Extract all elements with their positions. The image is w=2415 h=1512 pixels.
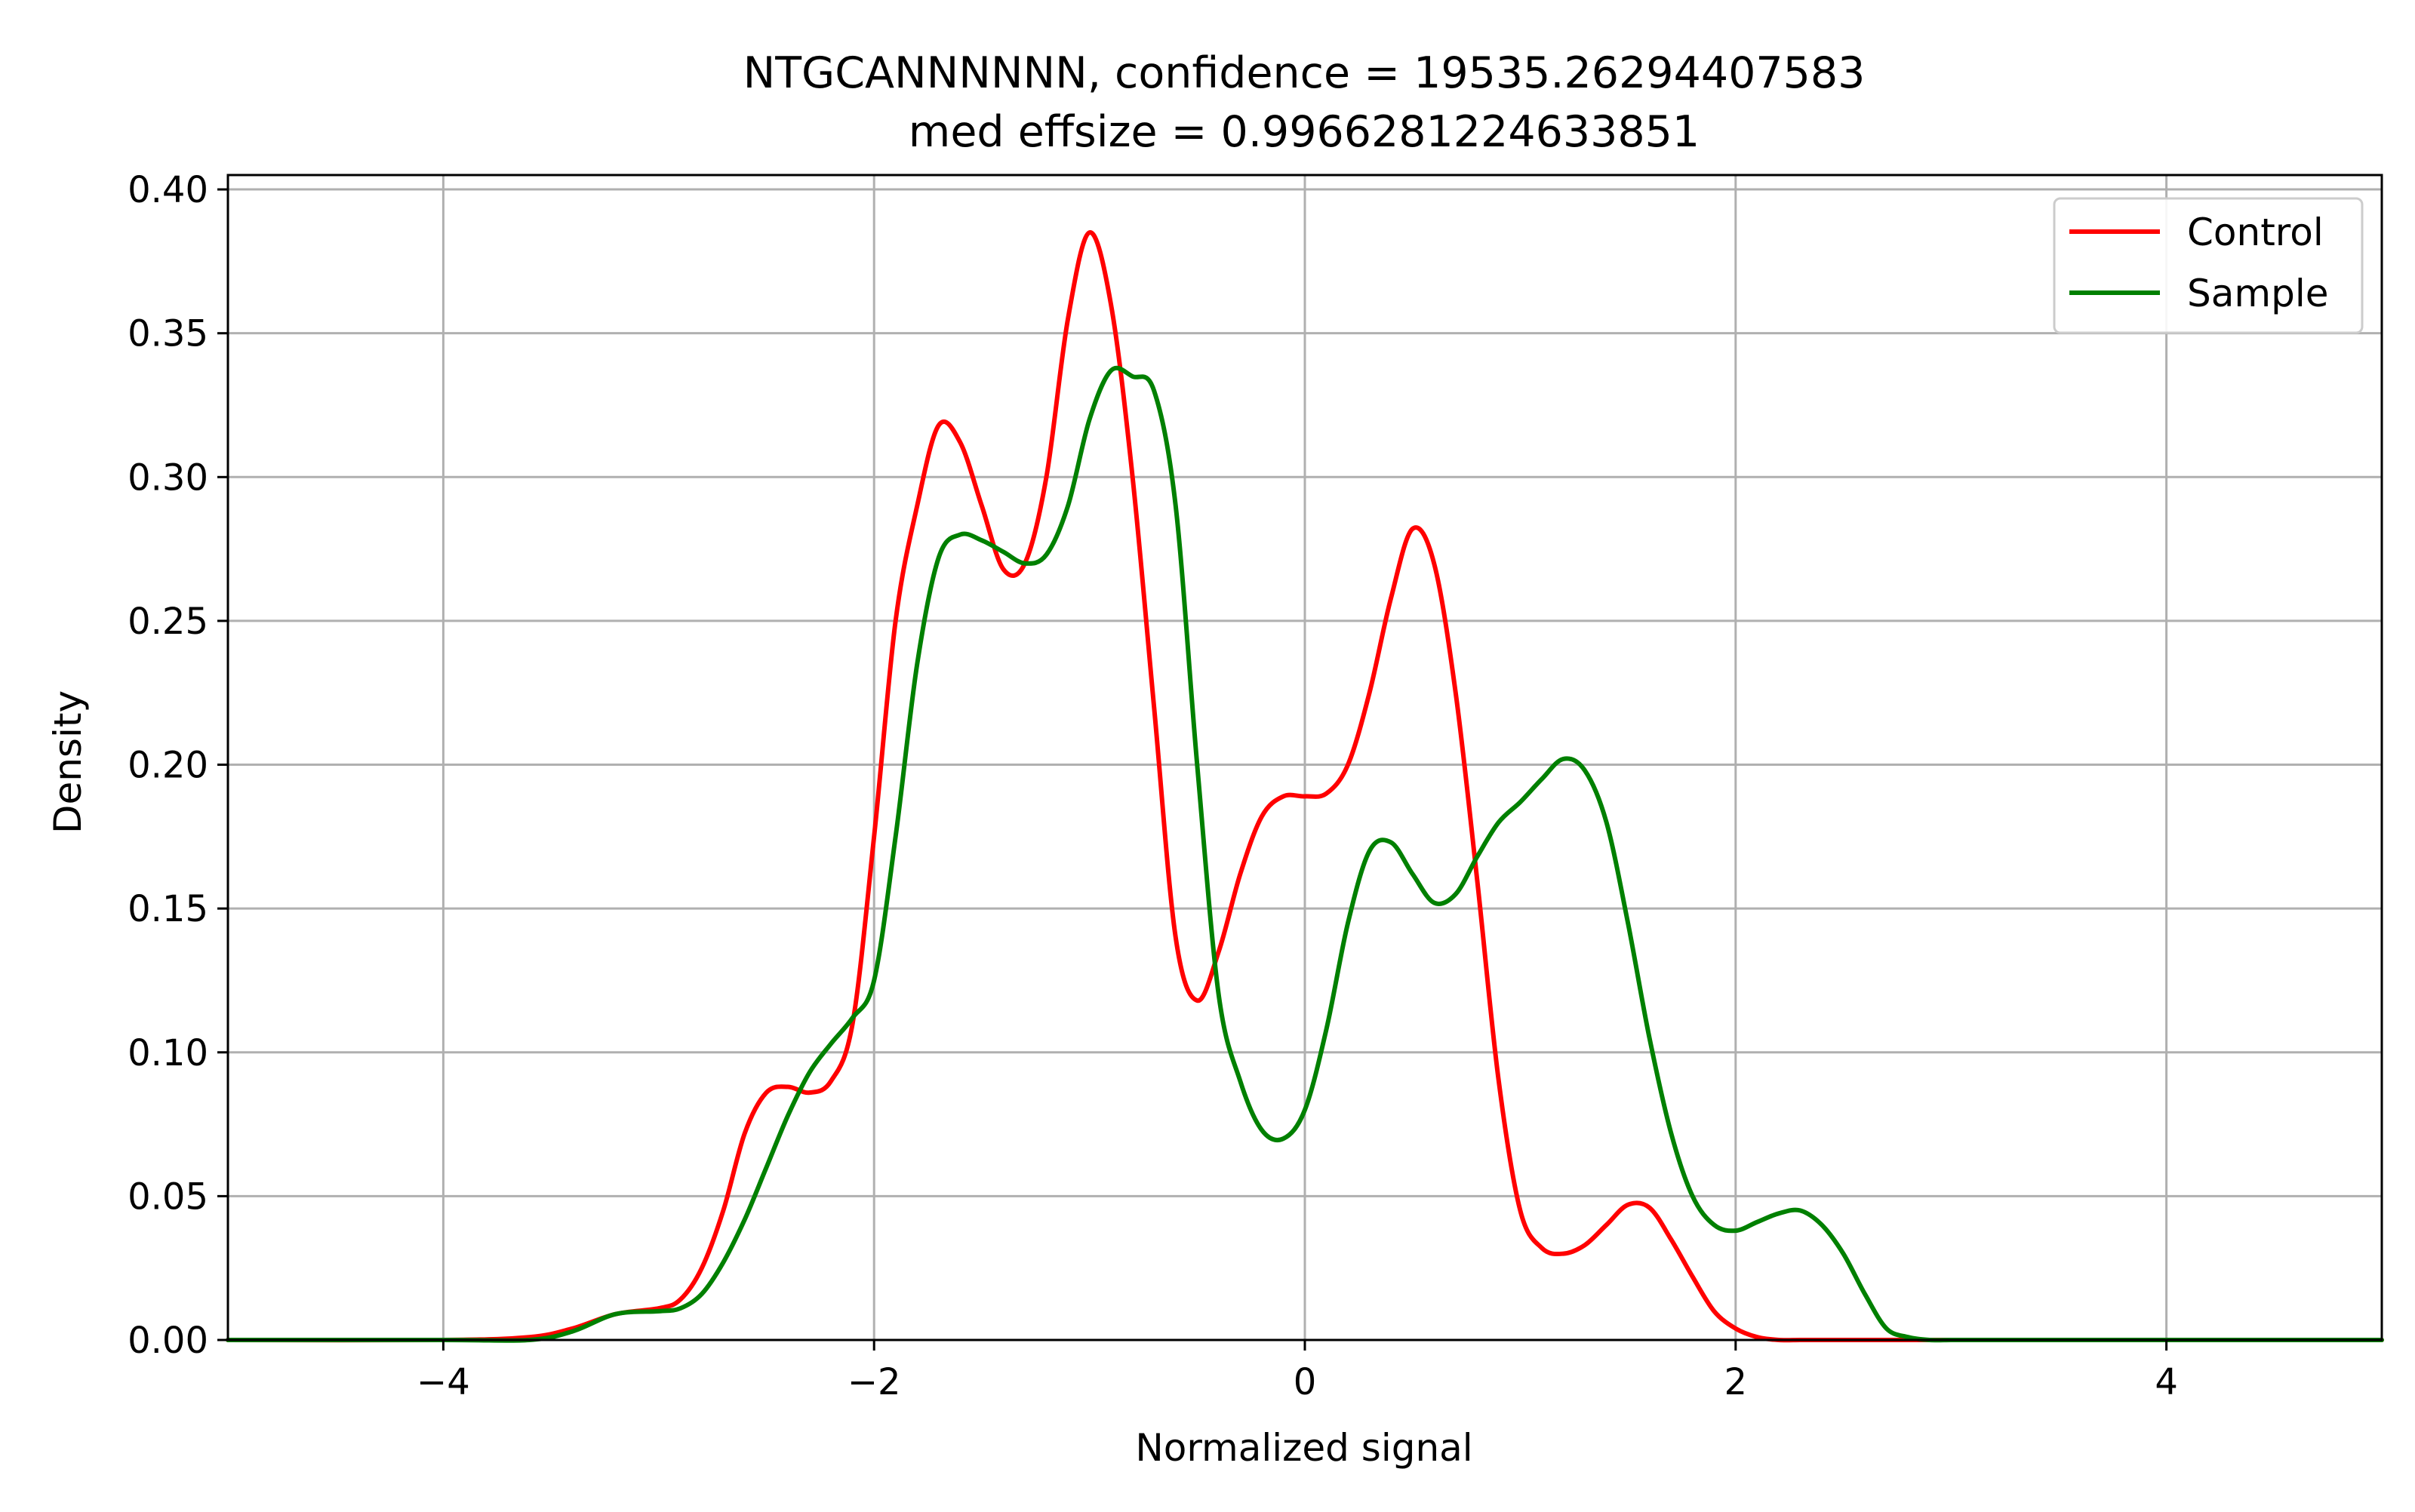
y-tick-label: 0.35	[128, 313, 208, 355]
y-axis-label: Density	[46, 690, 90, 834]
y-tick-label: 0.25	[128, 601, 208, 643]
legend-label-sample: Sample	[2187, 272, 2328, 315]
y-tick-label: 0.40	[128, 169, 208, 211]
x-axis-label: Normalized signal	[1135, 1426, 1472, 1470]
series-line-sample	[226, 365, 2384, 1343]
y-tick-label: 0.15	[128, 888, 208, 930]
x-tick-label: 0	[1294, 1361, 1317, 1403]
x-tick-label: −2	[848, 1361, 901, 1403]
legend: Control Sample	[2053, 197, 2364, 334]
y-tick-label: 0.10	[128, 1032, 208, 1074]
ticks: −4 −2 0 2 4 0.00 0.05 0.10 0.15 0.20 0.25 0.30 0.35 0…	[128, 169, 2178, 1403]
y-tick-label: 0.05	[128, 1175, 208, 1218]
x-tick-label: −4	[417, 1361, 470, 1403]
chart-title: NTGCANNNNNN, confidence = 19535.26294407…	[743, 48, 1866, 98]
x-tick-label: 4	[2155, 1361, 2178, 1403]
x-tick-label: 2	[1724, 1361, 1748, 1403]
y-tick-label: 0.00	[128, 1320, 208, 1362]
chart-subtitle: med effsize = 0.9966281224633851	[909, 107, 1700, 157]
legend-label-control: Control	[2187, 211, 2324, 254]
y-tick-label: 0.20	[128, 745, 208, 787]
y-tick-label: 0.30	[128, 456, 208, 499]
